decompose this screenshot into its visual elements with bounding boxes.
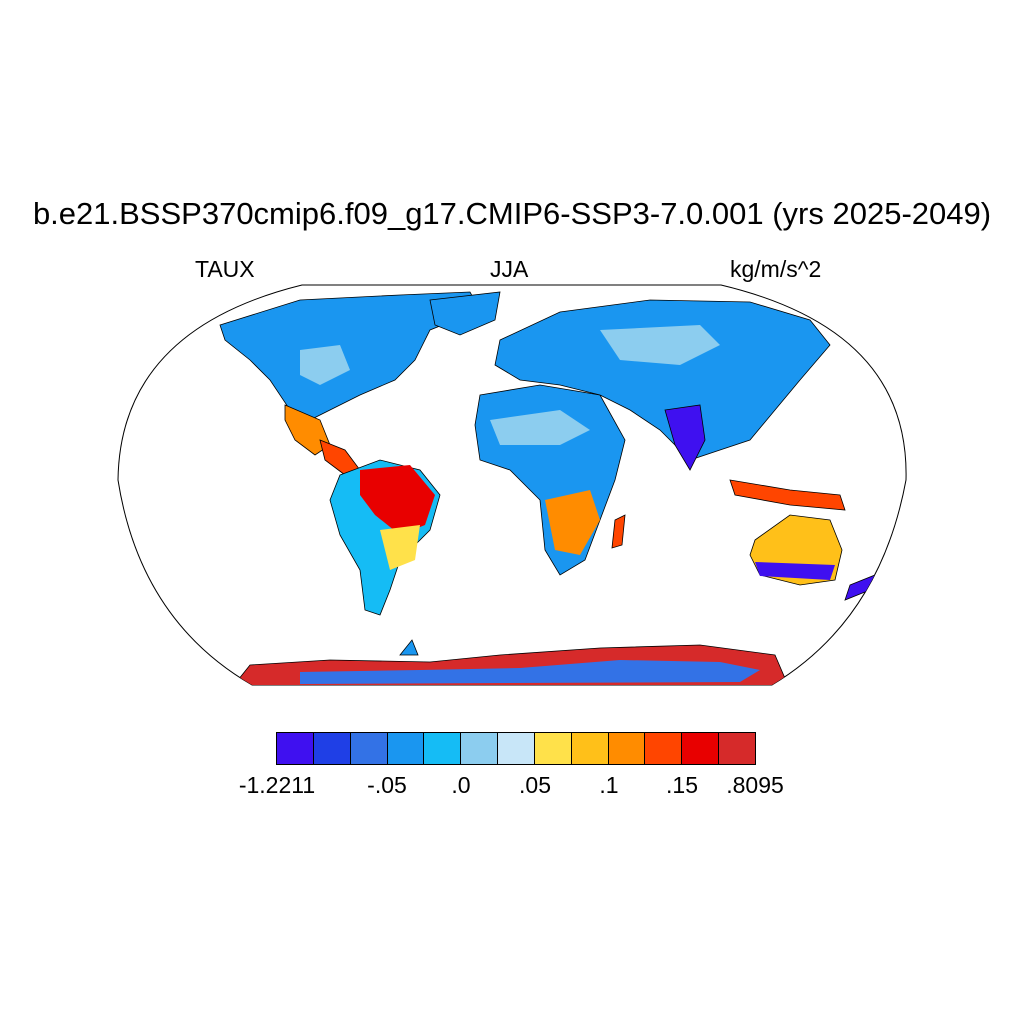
- colorbar-label: -.05: [367, 772, 407, 798]
- colorbar-box: [387, 733, 425, 764]
- australia-south: [755, 562, 835, 580]
- season-label: JJA: [490, 256, 529, 282]
- colorbar-box: [424, 733, 462, 764]
- colorbar-labels: -1.2211 -.05 .0 .05 .1 .15 .8095: [0, 772, 1024, 802]
- colorbar-box: [498, 733, 535, 764]
- colorbar-box: [534, 733, 572, 764]
- greenland: [429, 291, 501, 336]
- colorbar-box: [608, 733, 646, 764]
- india: [664, 404, 706, 471]
- variable-label: TAUX: [195, 256, 255, 282]
- colorbar: [276, 732, 756, 765]
- colorbar-box: [571, 733, 609, 764]
- new-zealand: [844, 574, 876, 601]
- colorbar-box: [719, 733, 755, 764]
- eurasia-light: [600, 325, 720, 365]
- colorbar-label: -1.2211: [238, 772, 316, 798]
- mexico: [284, 404, 331, 456]
- colorbar-label: .8095: [726, 772, 784, 798]
- north-america: [219, 291, 481, 421]
- colorbar-box: [682, 733, 720, 764]
- southeast-asia: [729, 479, 846, 511]
- madagascar: [611, 514, 626, 549]
- colorbar-label: .1: [599, 772, 619, 798]
- colorbar-box: [350, 733, 388, 764]
- south-america-north: [360, 465, 435, 535]
- colorbar-label: .0: [451, 772, 471, 798]
- colorbar-box: [277, 733, 314, 764]
- africa-south: [545, 490, 600, 555]
- antarctic-peninsula: [399, 639, 419, 656]
- antarctica-blue: [300, 660, 760, 684]
- units-label: kg/m/s^2: [730, 256, 822, 282]
- south-america-east: [380, 525, 420, 570]
- colorbar-label: .15: [666, 772, 698, 798]
- eurasia: [494, 299, 831, 461]
- africa-north-light: [490, 410, 590, 445]
- plot-title: b.e21.BSSP370cmip6.f09_g17.CMIP6-SSP3-7.…: [32, 196, 992, 231]
- colorbar-box: [313, 733, 351, 764]
- colorbar-label: .05: [519, 772, 551, 798]
- colorbar-box: [645, 733, 683, 764]
- north-america-interior: [300, 345, 350, 385]
- colorbar-box: [461, 733, 499, 764]
